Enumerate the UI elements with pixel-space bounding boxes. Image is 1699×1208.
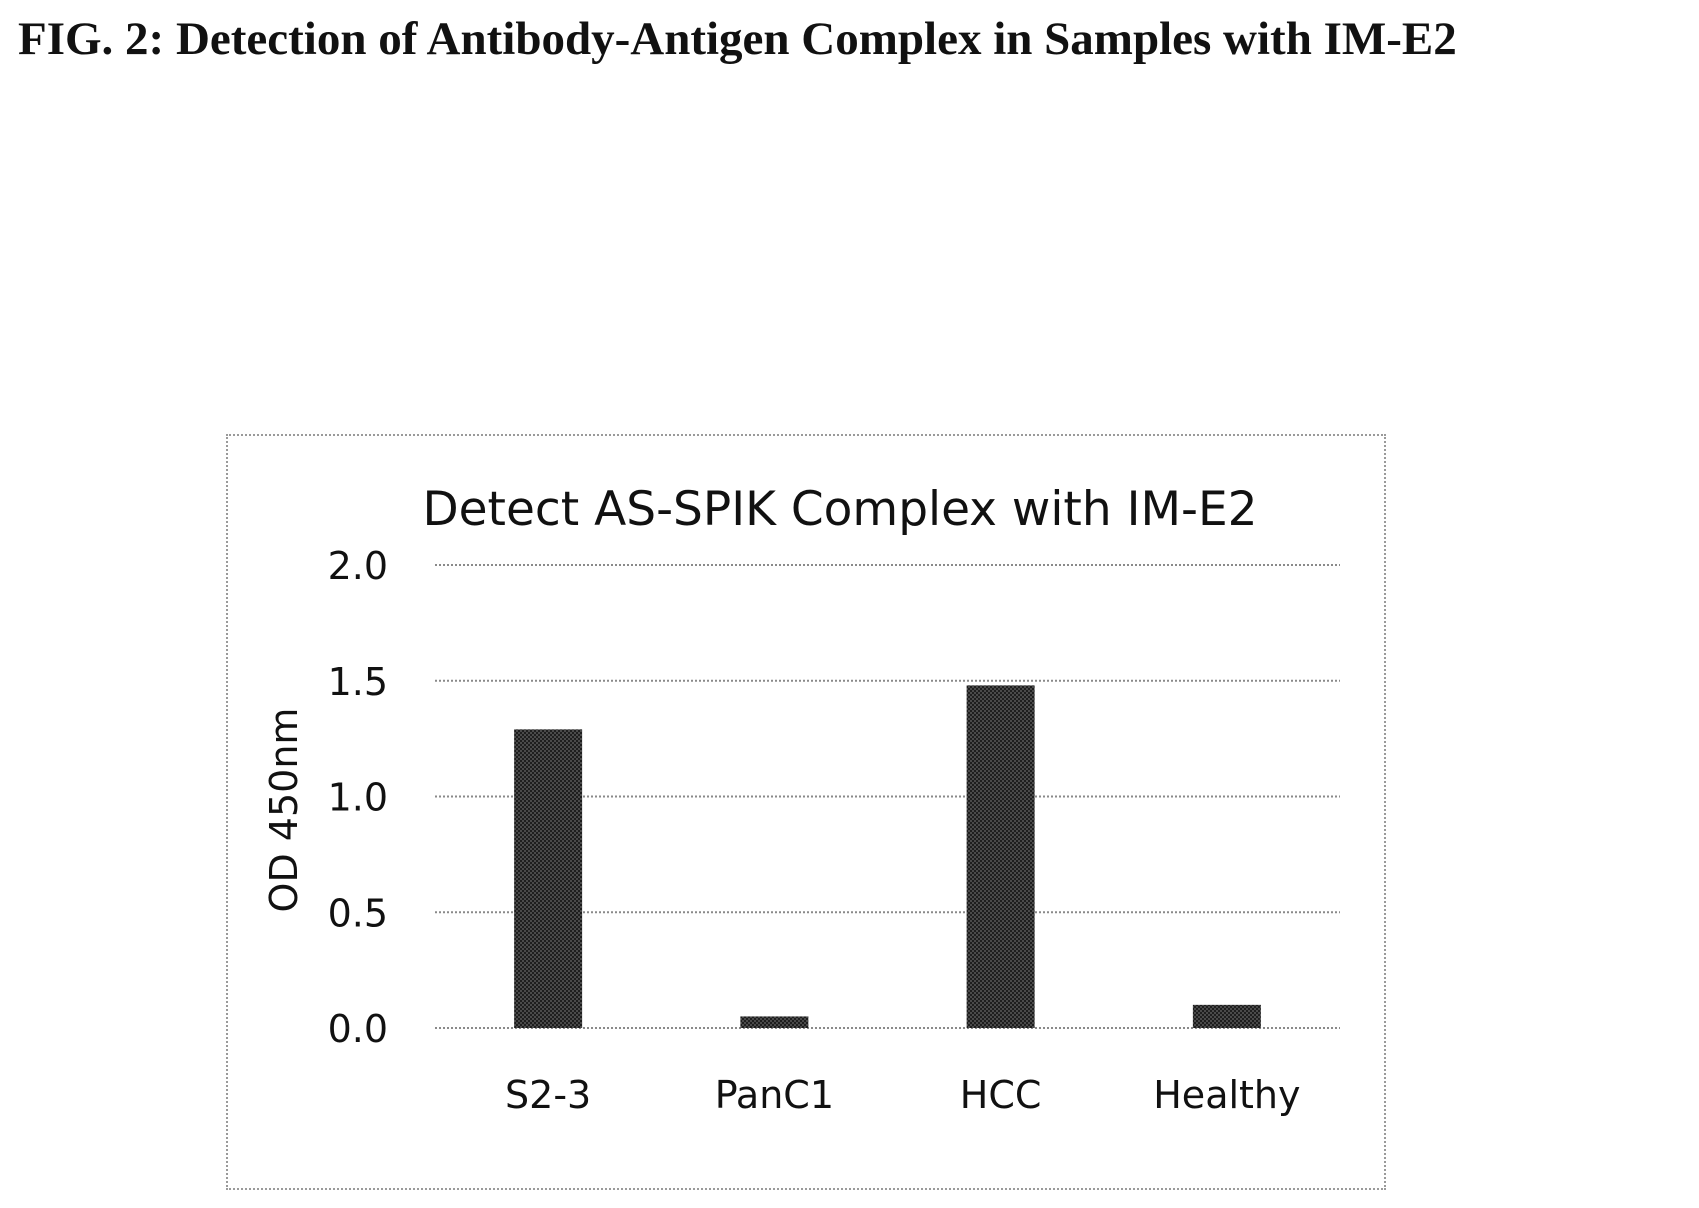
x-tick-label: PanC1 [715, 1073, 834, 1117]
y-tick-label: 0.5 [328, 891, 388, 935]
chart-frame [226, 434, 1386, 1190]
y-tick-label: 1.5 [328, 660, 388, 704]
figure-title: FIG. 2: Detection of Antibody-Antigen Co… [18, 13, 1457, 65]
y-tick-label: 2.0 [328, 544, 388, 588]
gridlines [435, 564, 1340, 1029]
chart-title: Detect AS-SPIK Complex with IM-E2 [422, 482, 1257, 537]
y-tick-label: 1.0 [328, 776, 388, 820]
bars [514, 685, 1261, 1028]
x-tick-label: Healthy [1153, 1073, 1300, 1117]
bar-hcc [966, 685, 1035, 1028]
bar-s2-3 [514, 729, 583, 1028]
x-tick-label: S2-3 [505, 1073, 591, 1117]
y-tick-label: 0.0 [328, 1007, 388, 1051]
y-axis-label: OD 450nm [262, 708, 306, 913]
bar-panc1 [740, 1016, 809, 1028]
bar-healthy [1192, 1004, 1261, 1028]
x-tick-label: HCC [960, 1073, 1042, 1117]
y-tick-labels: 0.0 0.5 1.0 1.5 2.0 [328, 544, 388, 1051]
x-tick-labels: S2-3 PanC1 HCC Healthy [505, 1073, 1300, 1117]
